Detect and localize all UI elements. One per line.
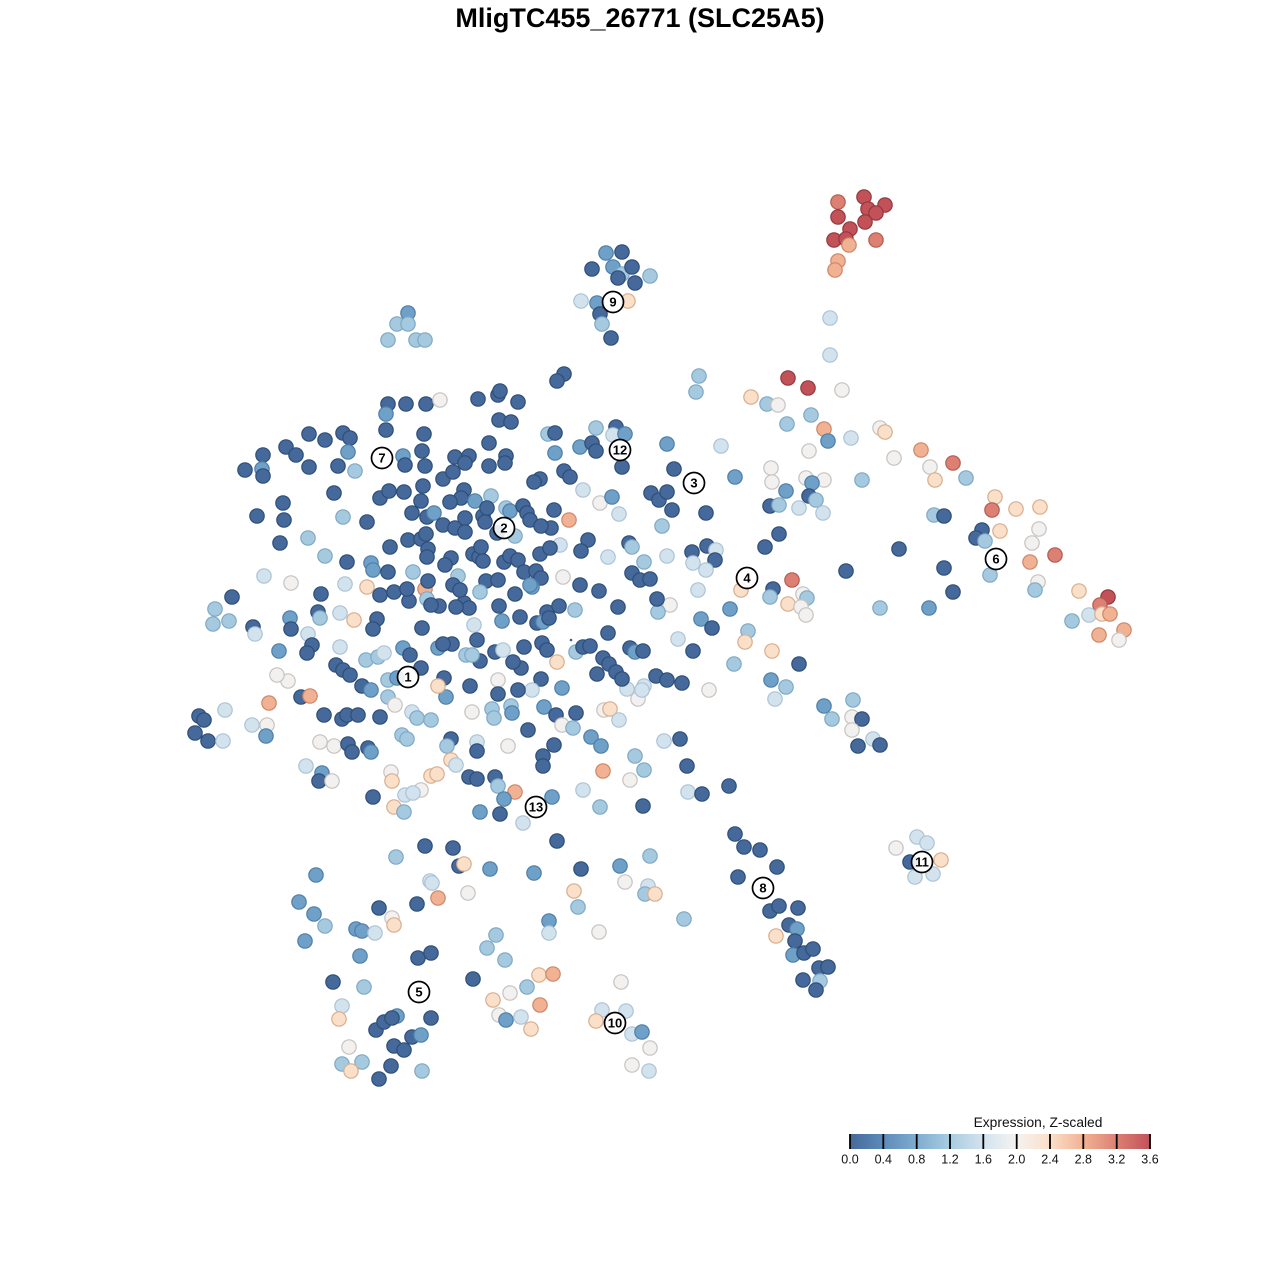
svg-text:6: 6: [992, 552, 999, 567]
svg-text:MligTC455_26771 (SLC25A5): MligTC455_26771 (SLC25A5): [455, 3, 824, 33]
svg-text:0.0: 0.0: [841, 1153, 858, 1167]
svg-text:11: 11: [915, 855, 929, 870]
svg-text:3.2: 3.2: [1108, 1153, 1125, 1167]
svg-text:5: 5: [415, 985, 422, 1000]
svg-text:9: 9: [609, 295, 616, 310]
svg-text:4: 4: [743, 571, 751, 586]
svg-text:2.0: 2.0: [1008, 1153, 1025, 1167]
svg-text:3: 3: [690, 476, 697, 491]
svg-text:1.6: 1.6: [975, 1153, 992, 1167]
svg-text:3.6: 3.6: [1141, 1153, 1158, 1167]
svg-text:13: 13: [529, 800, 543, 815]
svg-text:2: 2: [500, 521, 507, 536]
svg-text:12: 12: [613, 443, 627, 458]
svg-text:7: 7: [378, 451, 385, 466]
svg-text:2.8: 2.8: [1075, 1153, 1092, 1167]
svg-text:1.2: 1.2: [941, 1153, 958, 1167]
svg-text:1: 1: [404, 670, 411, 685]
svg-text:10: 10: [608, 1016, 622, 1031]
svg-text:8: 8: [759, 881, 766, 896]
svg-text:2.4: 2.4: [1041, 1153, 1058, 1167]
svg-text:0.8: 0.8: [908, 1153, 925, 1167]
svg-text:Expression, Z-scaled: Expression, Z-scaled: [974, 1115, 1103, 1130]
svg-text:0.4: 0.4: [875, 1153, 892, 1167]
